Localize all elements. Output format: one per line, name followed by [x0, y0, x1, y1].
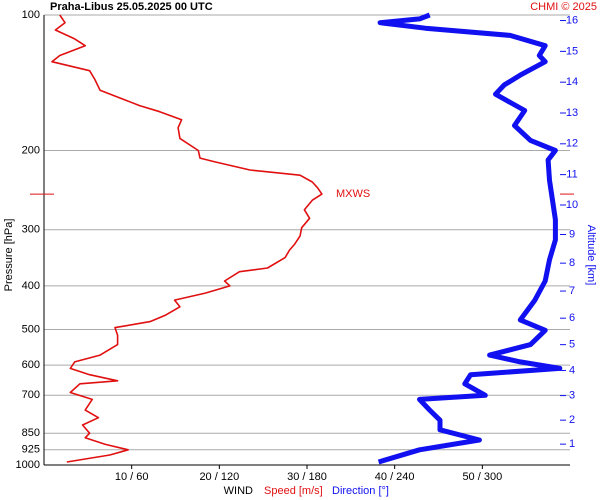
- profile-line: [377, 12, 563, 465]
- x-tick-label: 50 / 300: [462, 471, 502, 483]
- profile-line: [51, 14, 323, 463]
- y2-tick-label: 6: [569, 312, 575, 324]
- credit: CHMI © 2025: [530, 1, 597, 13]
- y2-tick-label: 8: [569, 257, 575, 269]
- y2-tick-label: 7: [569, 285, 575, 297]
- y-tick-label: 600: [22, 359, 40, 371]
- y2-tick-label: 3: [569, 390, 575, 402]
- x-tick-label: 30 / 180: [287, 471, 327, 483]
- y-tick-label: 700: [22, 389, 40, 401]
- y-tick-label: 200: [22, 144, 40, 156]
- x-axis-label-direction: Direction [°]: [332, 485, 389, 497]
- y2-tick-label: 15: [566, 45, 578, 57]
- x-tick-label: 20 / 120: [199, 471, 239, 483]
- chart-title: Praha-Libus 25.05.2025 00 UTC: [50, 1, 213, 13]
- y-tick-label: 300: [22, 224, 40, 236]
- y2-tick-label: 16: [566, 14, 578, 26]
- max-wind-label: MXWS: [336, 188, 370, 200]
- x-axis-label: WIND: [224, 485, 253, 497]
- y2-tick-label: 4: [569, 364, 575, 376]
- y2-axis-label: Altitude [km]: [585, 225, 597, 286]
- y-tick-label: 925: [22, 444, 40, 456]
- y2-tick-label: 14: [566, 76, 578, 88]
- y2-tick-label: 12: [566, 138, 578, 150]
- y2-tick-label: 1: [569, 438, 575, 450]
- y-tick-label: 1000: [16, 459, 40, 471]
- y-tick-label: 500: [22, 323, 40, 335]
- x-tick-label: 10 / 60: [115, 471, 149, 483]
- y-tick-label: 100: [22, 9, 40, 21]
- y2-tick-label: 5: [569, 339, 575, 351]
- y2-tick-label: 13: [566, 107, 578, 119]
- y-tick-label: 400: [22, 280, 40, 292]
- y-tick-label: 850: [22, 427, 40, 439]
- x-tick-label: 40 / 240: [375, 471, 415, 483]
- y-axis-label: Pressure [hPa]: [3, 219, 15, 292]
- y2-tick-label: 10: [566, 199, 578, 211]
- y2-tick-label: 9: [569, 228, 575, 240]
- x-axis-label-speed: Speed [m/s]: [264, 485, 323, 497]
- y2-tick-label: 11: [566, 169, 577, 181]
- y2-tick-label: 2: [569, 414, 575, 426]
